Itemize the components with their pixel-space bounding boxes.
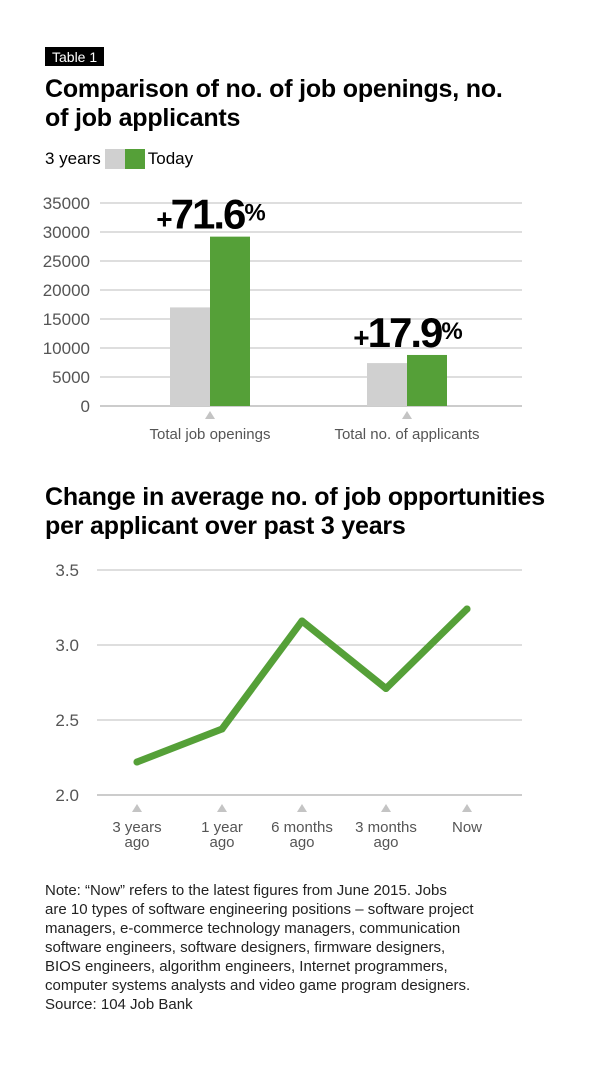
bar-chart: 35000 30000 25000 20000 15000 10000 5000 0 Total… xyxy=(43,191,522,443)
bar-chart-legend: 3 years Today xyxy=(45,149,193,169)
line-chart: 3.5 3.0 2.5 2.0 3 years ago 1 year ago 6 months a… xyxy=(55,561,522,851)
data-point xyxy=(218,725,226,733)
y-tick-label: 15000 xyxy=(43,310,90,329)
legend-label-today: Today xyxy=(147,149,194,168)
legend-label-3-years: 3 years xyxy=(45,149,101,168)
footnote-line: managers, e-commerce technology managers… xyxy=(45,920,461,937)
legend-swatch-today xyxy=(124,149,145,169)
tick-marker xyxy=(297,804,307,812)
change-annotation: +17.9% xyxy=(353,309,462,356)
y-tick-label: 25000 xyxy=(43,252,90,271)
bar-3-years xyxy=(367,363,407,406)
footnote-line: Note: “Now” refers to the latest figures… xyxy=(45,882,447,899)
footnote: Note: “Now” refers to the latest figures… xyxy=(45,881,575,1014)
bar-today xyxy=(210,236,250,406)
y-tick-label: 0 xyxy=(81,397,90,416)
y-tick-label: 20000 xyxy=(43,281,90,300)
bar-chart-title-line: of job applicants xyxy=(45,104,241,132)
series-line xyxy=(133,605,471,766)
bar-3-years xyxy=(170,307,210,406)
footnote-line: software engineers, software designers, … xyxy=(45,939,446,956)
footnote-line: are 10 types of software engineering pos… xyxy=(45,901,474,918)
y-tick-label: 5000 xyxy=(52,368,90,387)
tick-marker xyxy=(462,804,472,812)
x-tick-label: 1 year ago xyxy=(201,819,243,851)
bar-today xyxy=(407,354,447,406)
x-tick-label: Total no. of applicants xyxy=(334,426,479,443)
y-tick-label: 35000 xyxy=(43,194,90,213)
bar-chart-title-line: Comparison of no. of job openings, no. xyxy=(45,75,503,103)
legend-swatch-3-years xyxy=(104,149,125,169)
x-tick-label: Total job openings xyxy=(150,426,271,443)
tick-marker xyxy=(132,804,142,812)
y-tick-label: 3.5 xyxy=(55,561,79,580)
change-annotation: +71.6% xyxy=(156,191,265,238)
bar-chart-title: Comparison of no. of job openings, no. o… xyxy=(45,75,565,133)
y-tick-label: 2.0 xyxy=(55,786,79,805)
x-tick-label: 3 months ago xyxy=(355,819,417,851)
y-tick-label: 10000 xyxy=(43,339,90,358)
data-point xyxy=(382,685,390,692)
line-chart-title: Change in average no. of job opportuniti… xyxy=(45,483,585,541)
y-tick-label: 2.5 xyxy=(55,711,79,730)
x-tick-label: Now xyxy=(452,819,482,836)
footnote-line: BIOS engineers, algorithm engineers, Int… xyxy=(45,958,448,975)
tick-marker xyxy=(205,411,215,419)
x-tick-label: 6 months ago xyxy=(271,819,333,851)
tick-marker xyxy=(402,411,412,419)
footnote-line: Source: 104 Job Bank xyxy=(45,996,193,1013)
tick-marker xyxy=(381,804,391,812)
data-point xyxy=(463,605,471,613)
x-tick-label: 3 years ago xyxy=(112,819,161,851)
line-chart-title-line: Change in average no. of job opportuniti… xyxy=(45,483,545,511)
y-tick-label: 30000 xyxy=(43,223,90,242)
tick-marker xyxy=(217,804,227,812)
y-tick-label: 3.0 xyxy=(55,636,79,655)
data-point xyxy=(298,617,306,625)
footnote-line: computer systems analysts and video game… xyxy=(45,977,471,994)
data-point xyxy=(133,758,141,766)
line-chart-title-line: per applicant over past 3 years xyxy=(45,512,406,540)
table-tag: Table 1 xyxy=(45,47,105,66)
